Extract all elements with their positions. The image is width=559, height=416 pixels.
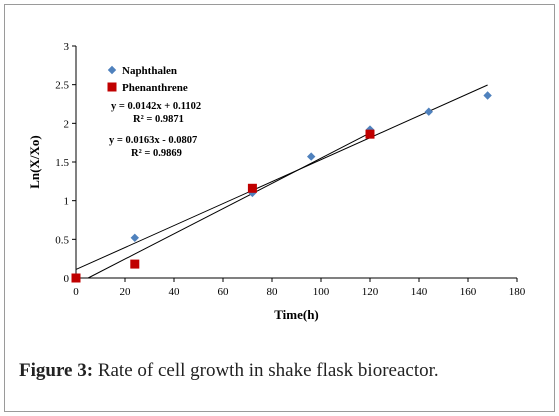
x-tick-label: 0 (73, 286, 79, 298)
x-tick-label: 160 (460, 286, 477, 298)
data-points (71, 91, 492, 283)
x-tick-label: 40 (169, 286, 181, 298)
caption-label: Figure 3: (19, 360, 94, 381)
equations: y = 0.0142x + 0.1102 R² = 0.9871 y = 0.016… (109, 101, 201, 159)
trendline-1 (87, 132, 371, 279)
trendline-0 (75, 84, 488, 270)
trendline-r2-1: R² = 0.9869 (131, 148, 182, 159)
x-axis-title: Time(h) (274, 307, 319, 322)
trendlines (75, 84, 488, 279)
legend-marker-1 (107, 82, 117, 92)
x-tick-label: 20 (120, 286, 132, 298)
data-point-series-0 (483, 91, 492, 100)
y-tick-label: 3 (64, 41, 70, 53)
data-point-series-0 (424, 107, 433, 116)
y-axis-title: Ln(X/Xo) (27, 135, 42, 188)
trendline-equation-0: y = 0.0142x + 0.1102 (111, 101, 201, 112)
x-tick-label: 120 (362, 286, 379, 298)
x-tick-label: 100 (313, 286, 330, 298)
x-tick-label: 140 (411, 286, 428, 298)
y-tick-label: 0.5 (55, 234, 69, 246)
legend-label-0: Naphthalen (122, 65, 177, 77)
legend-label-1: Phenanthrene (122, 82, 188, 94)
y-tick-label: 1.5 (55, 157, 69, 169)
y-tick-label: 2 (64, 118, 70, 130)
y-tick-label: 1 (64, 196, 70, 208)
x-tick-label: 60 (218, 286, 230, 298)
x-tick-label: 180 (509, 286, 526, 298)
figure-frame: 0 20 40 60 80 100 120 140 160 180 0 0.5 1 1.5 2 2.5 3 Tim… (4, 4, 555, 412)
data-point-series-0 (365, 125, 375, 134)
y-tick-label: 2.5 (55, 80, 69, 92)
data-point-series-1 (130, 259, 140, 269)
trendline-equation-1: y = 0.0163x - 0.0807 (109, 135, 197, 146)
data-point-series-1 (71, 273, 81, 283)
data-point-series-1 (247, 183, 257, 193)
data-point-series-0 (307, 152, 316, 161)
data-point-series-0 (130, 233, 139, 242)
x-tick-label: 80 (267, 286, 279, 298)
y-tick-label: 0 (64, 273, 70, 285)
figure-caption: Figure 3: Rate of cell growth in shake f… (19, 360, 439, 382)
data-point-series-1 (365, 129, 375, 139)
chart: 0 20 40 60 80 100 120 140 160 180 0 0.5 1 1.5 2 2.5 3 Tim… (27, 41, 526, 322)
caption-text: Rate of cell growth in shake flask biore… (93, 360, 439, 381)
legend: Naphthalen Phenanthrene (107, 65, 188, 94)
trendline-r2-0: R² = 0.9871 (133, 114, 184, 125)
legend-marker-0 (107, 65, 117, 75)
